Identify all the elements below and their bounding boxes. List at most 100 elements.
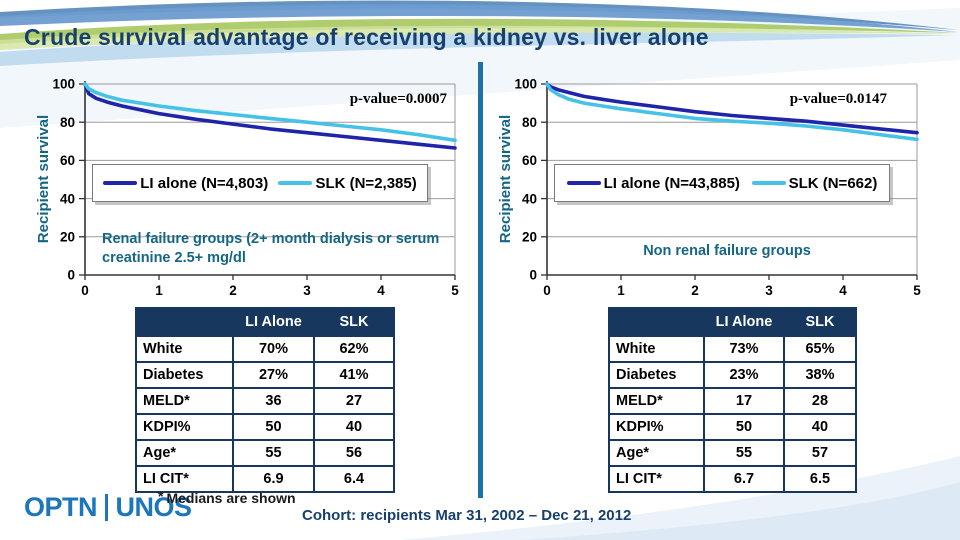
cohort-caption: Cohort: recipients Mar 31, 2002 – Dec 21… [302, 507, 632, 524]
svg-text:4: 4 [377, 283, 385, 298]
table-row: White 73% 65% [608, 335, 857, 363]
svg-text:80: 80 [522, 115, 537, 130]
table-cell: 55 [232, 439, 315, 467]
table-cell: 62% [313, 335, 395, 363]
table-cell: 57 [783, 439, 857, 467]
svg-text:20: 20 [522, 230, 537, 245]
table-row: KDPI% 50 40 [608, 413, 857, 441]
logo-divider-bar [105, 494, 108, 521]
table-cell: 17 [703, 387, 785, 415]
table-cell: 28 [783, 387, 857, 415]
asterisk: * [158, 488, 164, 504]
legend-label: SLK (N=662) [788, 174, 878, 192]
table-row: Age* 55 56 [135, 439, 395, 467]
group-annotation: Renal failure groups (2+ month dialysis … [102, 231, 440, 267]
svg-text:0: 0 [67, 268, 75, 283]
table-cell: 23% [703, 361, 785, 389]
legend-label: LI alone (N=43,885) [603, 174, 740, 192]
table-row: MELD* 17 28 [608, 387, 857, 415]
svg-text:1: 1 [617, 283, 625, 298]
table-cell: 50 [232, 413, 315, 441]
column-header [135, 307, 234, 337]
svg-text:60: 60 [522, 153, 537, 168]
unos-logo-text: UNOS [115, 492, 193, 522]
svg-text:5: 5 [913, 283, 921, 298]
stats-table-renal: LI Alone SLK White 70% 62% Diabetes 27% 41% MELD… [135, 307, 395, 493]
table-cell: 27 [313, 387, 395, 415]
legend-label: SLK (N=2,385) [315, 174, 417, 192]
table-cell: 27% [232, 361, 315, 389]
svg-text:1: 1 [155, 283, 163, 298]
table-cell: 65% [783, 335, 857, 363]
optn-unos-logo: OPTN UNOS [24, 492, 192, 523]
svg-text:5: 5 [451, 283, 459, 298]
svg-text:0: 0 [529, 268, 537, 283]
svg-text:0: 0 [81, 283, 89, 298]
table-row: LI CIT* 6.7 6.5 [608, 465, 857, 493]
table-row: Age* 55 57 [608, 439, 857, 467]
vertical-divider [478, 62, 483, 498]
row-label: MELD* [135, 387, 234, 415]
column-header: SLK [313, 307, 395, 337]
li-alone-line-swatch [566, 181, 601, 185]
legend-label: LI alone (N=4,803) [140, 174, 269, 192]
svg-text:100: 100 [52, 77, 75, 92]
chart-legend: LI alone (N=4,803) SLK (N=2,385) [92, 164, 428, 202]
table-header-row: LI Alone SLK [135, 307, 395, 337]
svg-text:4: 4 [839, 283, 847, 298]
medians-footnote: * Medians are shown [158, 488, 296, 506]
column-header: LI Alone [232, 307, 315, 337]
p-value-label: p-value=0.0147 [789, 91, 887, 107]
group-annotation: Non renal failure groups [643, 243, 811, 259]
column-header: LI Alone [703, 307, 785, 337]
table-cell: 70% [232, 335, 315, 363]
table-cell: 40 [783, 413, 857, 441]
optn-logo-text: OPTN [24, 492, 98, 522]
table-header-row: LI Alone SLK [608, 307, 857, 337]
table-cell: 41% [313, 361, 395, 389]
row-label: MELD* [608, 387, 705, 415]
svg-text:20: 20 [60, 230, 75, 245]
svg-text:0: 0 [543, 283, 551, 298]
column-header [608, 307, 705, 337]
footnote-text: Medians are shown [166, 490, 296, 506]
table-cell: 6.9 [232, 465, 315, 493]
slk-line-swatch [751, 181, 786, 185]
svg-text:60: 60 [60, 153, 75, 168]
svg-text:100: 100 [514, 77, 537, 92]
table-cell: 36 [232, 387, 315, 415]
table-row: White 70% 62% [135, 335, 395, 363]
slk-line-swatch [278, 181, 313, 185]
row-label: Diabetes [608, 361, 705, 389]
row-label: LI CIT* [135, 465, 234, 493]
row-label: Age* [135, 439, 234, 467]
svg-text:3: 3 [765, 283, 773, 298]
p-value-label: p-value=0.0007 [349, 91, 447, 107]
table-cell: 73% [703, 335, 785, 363]
table-cell: 50 [703, 413, 785, 441]
table-cell: 55 [703, 439, 785, 467]
row-label: KDPI% [135, 413, 234, 441]
li-alone-line-swatch [103, 181, 138, 185]
svg-text:2: 2 [229, 283, 237, 298]
row-label: KDPI% [608, 413, 705, 441]
row-label: Age* [608, 439, 705, 467]
row-label: White [608, 335, 705, 363]
table-row: Diabetes 23% 38% [608, 361, 857, 389]
legend-item-slk: SLK (N=2,385) [278, 174, 417, 192]
svg-text:40: 40 [522, 191, 537, 206]
svg-text:80: 80 [60, 115, 75, 130]
table-row: LI CIT* 6.9 6.4 [135, 465, 395, 493]
svg-text:2: 2 [691, 283, 699, 298]
legend-item-li-alone: LI alone (N=43,885) [566, 174, 740, 192]
table-cell: 40 [313, 413, 395, 441]
stats-table-non-renal: LI Alone SLK White 73% 65% Diabetes 23% 38% MELD… [608, 307, 857, 493]
slide-title: Crude survival advantage of receiving a … [24, 24, 709, 50]
chart-legend: LI alone (N=43,885) SLK (N=662) [554, 164, 890, 202]
svg-text:40: 40 [60, 191, 75, 206]
table-row: KDPI% 50 40 [135, 413, 395, 441]
column-header: SLK [783, 307, 857, 337]
table-cell: 6.7 [703, 465, 785, 493]
legend-item-li-alone: LI alone (N=4,803) [103, 175, 268, 192]
